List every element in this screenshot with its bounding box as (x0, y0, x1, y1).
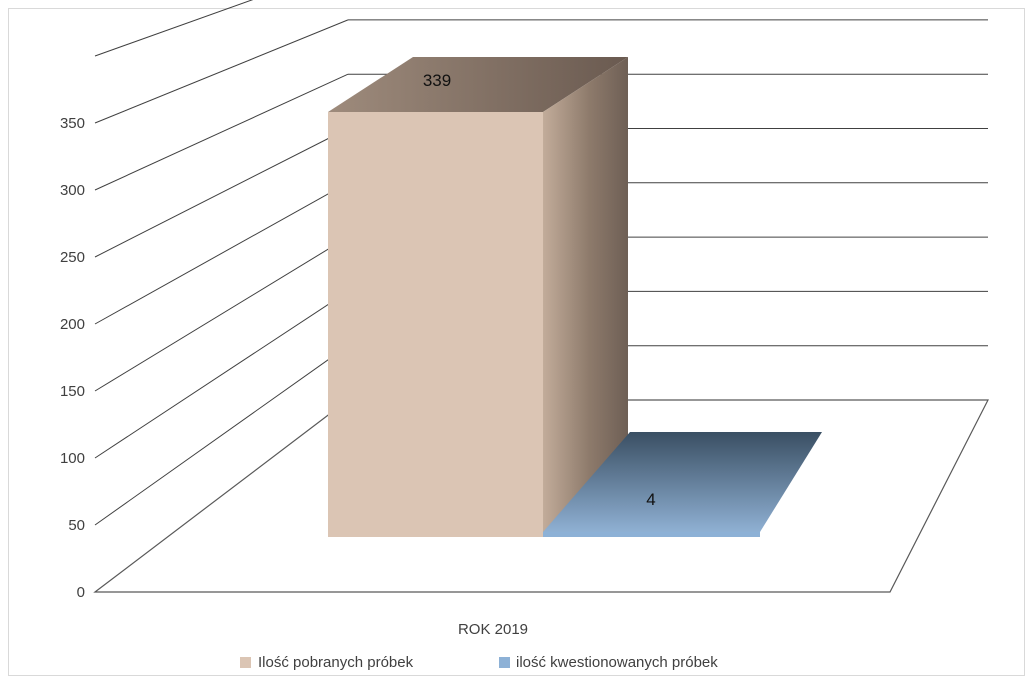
side-gridline (94, 0, 254, 57)
data-labels: 339 4 (423, 71, 656, 509)
category-label: ROK 2019 (458, 621, 528, 638)
legend-label-pobranych: Ilość pobranych próbek (258, 654, 414, 671)
y-tick-label: 350 (60, 115, 85, 132)
y-tick-label: 100 (60, 450, 85, 467)
data-label-kwestionowanych: 4 (646, 490, 655, 509)
y-tick-label: 300 (60, 182, 85, 199)
bar-top-kwestionowanych (543, 431, 822, 532)
legend-swatch-kwestionowanych (499, 657, 510, 668)
legend-label-kwestionowanych: ilość kwestionowanych próbek (516, 654, 718, 671)
y-tick-label: 0 (77, 584, 85, 601)
bar-front-kwestionowanych (543, 531, 760, 537)
side-gridline (94, 19, 349, 124)
y-tick-label: 200 (60, 316, 85, 333)
side-gridline (94, 182, 349, 325)
y-axis-ticks: 0 50 100 150 200 250 300 350 (60, 115, 85, 601)
y-tick-label: 250 (60, 249, 85, 266)
bars (328, 57, 822, 537)
side-gridline (94, 128, 349, 258)
side-gridline (94, 236, 349, 392)
y-tick-label: 150 (60, 383, 85, 400)
side-gridline (94, 345, 349, 526)
data-label-pobranych: 339 (423, 71, 451, 90)
y-tick-label: 50 (68, 517, 85, 534)
legend: Ilość pobranych próbek ilość kwestionowa… (240, 654, 718, 671)
bar-top-pobranych (328, 57, 628, 112)
side-gridline (94, 73, 349, 191)
legend-swatch-pobranych (240, 657, 251, 668)
bar-side-pobranych (543, 57, 628, 537)
bar-front-pobranych (328, 112, 543, 537)
side-gridline (94, 290, 349, 459)
